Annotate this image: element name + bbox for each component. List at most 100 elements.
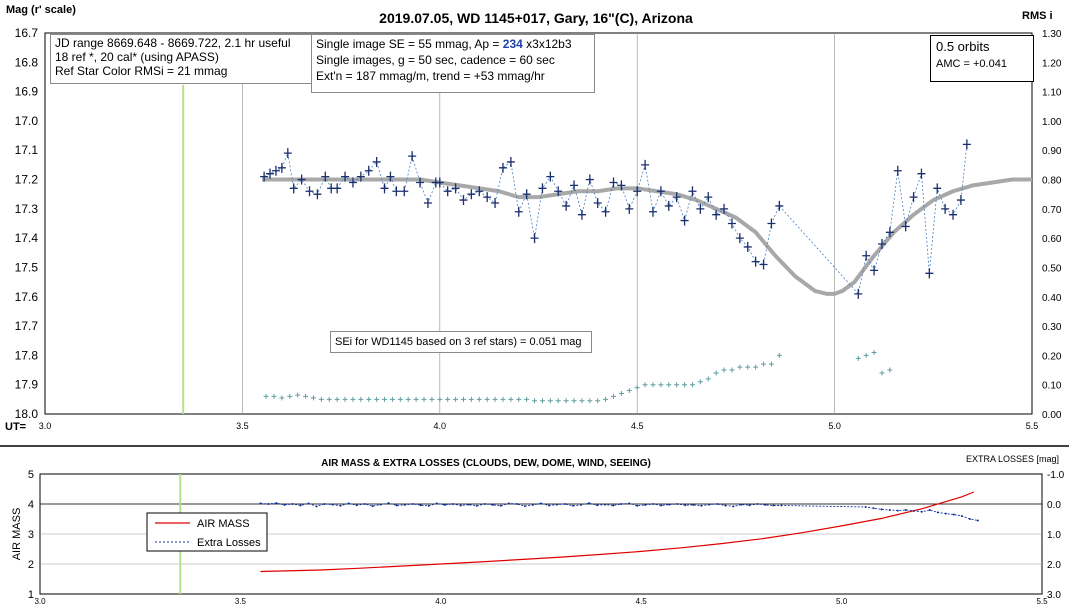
observation-point	[925, 268, 934, 279]
top-y-tick-10: 17.7	[15, 319, 39, 333]
rms-point	[634, 385, 640, 391]
bottom-y-tick-0: 5	[28, 469, 34, 481]
rms-point	[737, 364, 743, 370]
info-amc: AMC = +0.041	[936, 58, 1007, 70]
rms-point	[666, 382, 672, 388]
rms-point	[603, 396, 609, 402]
extra-losses-point	[756, 503, 759, 505]
rms-point	[429, 396, 435, 402]
rms-point	[405, 396, 411, 402]
bottom-x-tick-labels: 3.0 3.5 4.0 4.5 5.0 5.5	[34, 597, 1048, 606]
top-y2-tick-11: 0.20	[1042, 351, 1062, 362]
bottom-x-tick-0: 3.0	[34, 597, 46, 606]
extra-losses-point	[427, 504, 430, 507]
extra-losses-point	[708, 503, 711, 506]
info-se-prefix: Single image SE = 55 mmag, Ap =	[316, 37, 503, 51]
rms-point	[871, 349, 877, 355]
bottom-y2-tick-labels: -1.0 0.0 1.0 2.0 3.0	[1047, 470, 1065, 601]
extra-losses-point	[411, 503, 414, 505]
extra-losses-point	[676, 503, 679, 505]
extra-losses-point	[315, 505, 318, 508]
extra-losses-point	[888, 509, 891, 511]
rms-point	[713, 370, 719, 376]
rms-point	[389, 396, 395, 402]
extra-losses-point	[483, 503, 486, 505]
info-se-suffix: x3x12b3	[522, 37, 572, 51]
extra-losses-point	[395, 504, 398, 507]
extra-losses-point	[379, 503, 382, 506]
extra-losses-line	[260, 502, 978, 521]
top-y-tick-9: 17.6	[15, 290, 39, 304]
observation-point	[372, 156, 381, 167]
top-y-tick-12: 17.9	[15, 378, 39, 392]
top-y2-tick-7: 0.60	[1042, 234, 1062, 245]
observation-point	[854, 288, 863, 299]
bottom-x-tick-3: 4.5	[636, 597, 648, 606]
rms-point	[563, 398, 569, 404]
observation-point	[333, 183, 342, 194]
rms-point	[303, 393, 309, 399]
observation-point	[348, 177, 357, 188]
extra-losses-point	[564, 503, 567, 505]
rms-point	[445, 396, 451, 402]
observation-point	[577, 209, 586, 220]
top-y-tick-2: 16.9	[15, 85, 39, 99]
rms-point	[571, 398, 577, 404]
observation-point	[727, 218, 736, 229]
top-y2-tick-labels: 1.30 1.20 1.10 1.00 0.90 0.80 0.70 0.60 0.50 0.40…	[1042, 29, 1062, 421]
top-y-tick-7: 17.4	[15, 231, 39, 245]
extra-losses-point	[636, 504, 639, 507]
info-single-images: Single images, g = 50 sec, cadence = 60 …	[316, 53, 555, 67]
observation-point	[498, 162, 507, 173]
rms-point	[768, 361, 774, 367]
extra-losses-point	[588, 502, 591, 505]
extra-losses-point	[920, 510, 923, 513]
top-y2-tick-0: 1.30	[1042, 29, 1062, 40]
extra-losses-point	[467, 503, 470, 506]
observation-point	[751, 256, 760, 267]
observation-point	[266, 168, 275, 179]
top-y-tick-8: 17.5	[15, 260, 39, 274]
rms-point	[618, 390, 624, 396]
extra-losses-point	[724, 504, 727, 507]
observation-point	[570, 180, 579, 191]
observation-point	[522, 189, 531, 200]
bottom-x-tick-2: 4.0	[435, 597, 447, 606]
bottom-y2-tick-2: 1.0	[1047, 530, 1061, 541]
extra-losses-point	[475, 504, 478, 507]
extra-losses-point	[864, 506, 867, 508]
observation-point	[451, 183, 460, 194]
bottom-y2-tick-1: 0.0	[1047, 500, 1061, 511]
extra-losses-point	[531, 503, 534, 506]
rms-point	[863, 352, 869, 358]
extra-losses-point	[339, 504, 342, 507]
rms-point	[524, 396, 530, 402]
rms-point	[295, 392, 301, 398]
bottom-x-tick-5: 5.5	[1036, 597, 1048, 606]
top-y-tick-6: 17.3	[15, 202, 39, 216]
extra-losses-point	[660, 504, 663, 507]
observations-line	[263, 144, 968, 295]
extra-losses-point	[548, 504, 551, 507]
rms-point	[287, 393, 293, 399]
extra-losses-point	[363, 503, 366, 505]
extra-losses-point	[952, 513, 955, 516]
observation-point	[305, 186, 314, 197]
observation-point	[364, 165, 373, 176]
rms-point	[500, 396, 506, 402]
extra-losses-point	[976, 519, 979, 522]
extra-losses-point	[596, 504, 599, 507]
extra-losses-point	[499, 504, 502, 507]
top-y-tick-4: 17.1	[15, 143, 39, 157]
rms-point	[437, 396, 443, 402]
rms-point	[334, 396, 340, 402]
extra-losses-point	[259, 502, 262, 505]
observation-point	[475, 186, 484, 197]
bottom-y-tick-2: 3	[28, 529, 34, 541]
observation-point	[562, 200, 571, 211]
extra-losses-point	[960, 515, 963, 517]
extra-losses-point	[968, 518, 971, 520]
observation-point	[443, 186, 452, 197]
observation-point	[767, 218, 776, 229]
